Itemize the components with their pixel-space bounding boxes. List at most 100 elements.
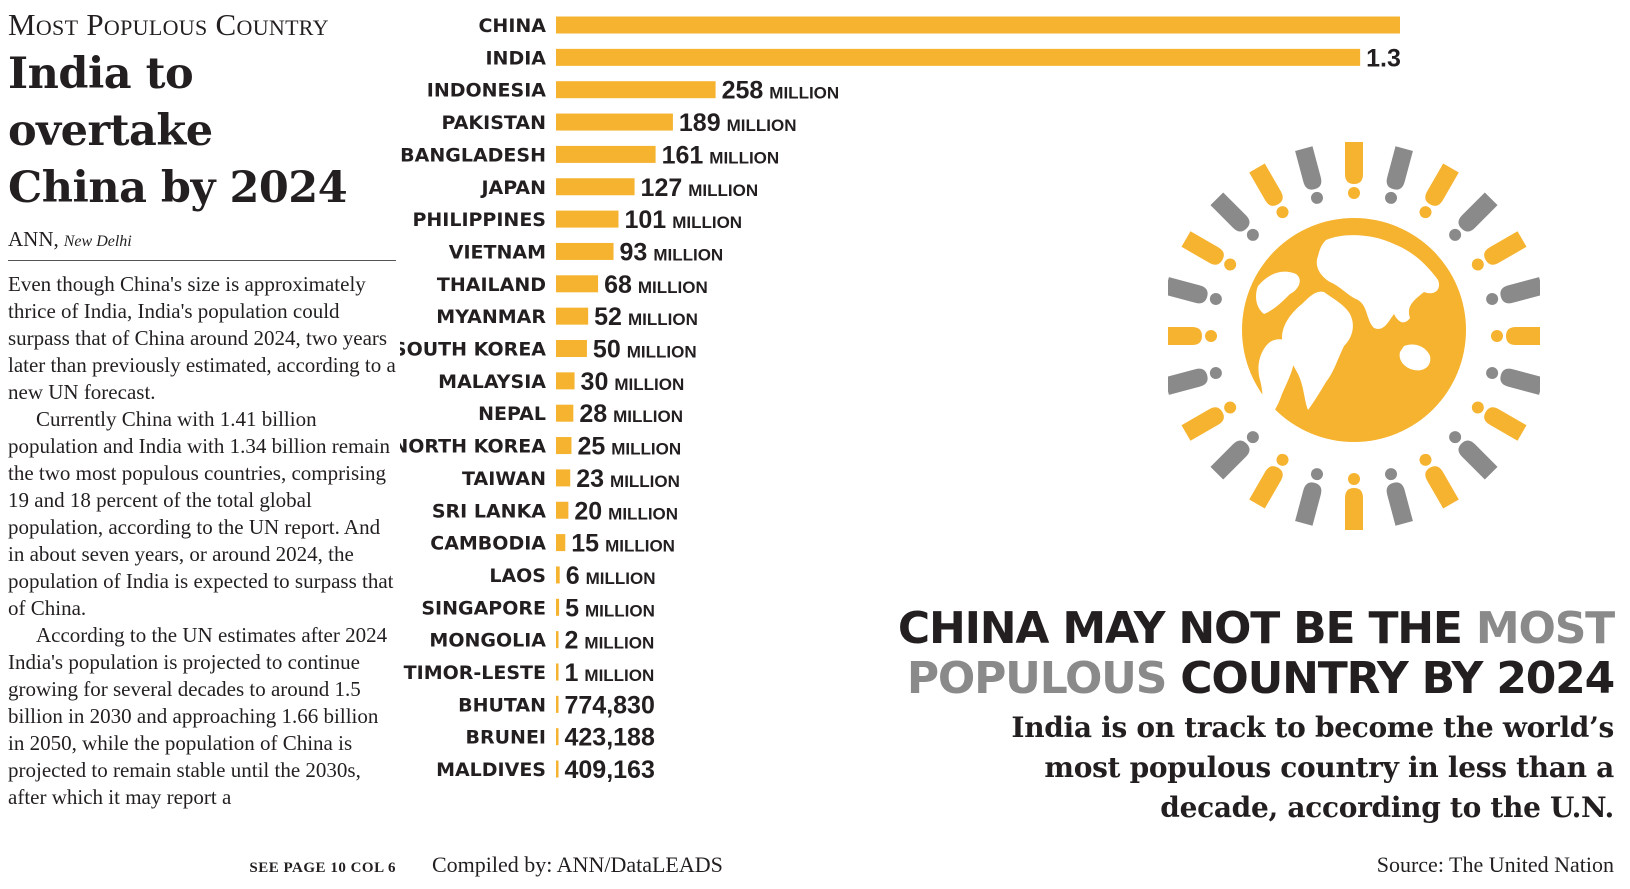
value-label-taiwan: 23 MILLION (576, 465, 680, 493)
value-label-maldives: 409,163 (565, 756, 655, 784)
bar-bhutan (556, 695, 559, 713)
category-label-myanmar: MYANMAR (436, 306, 546, 328)
value-label-philippines: 101 MILLION (624, 206, 742, 234)
bar-north-korea (556, 437, 572, 455)
person-icon (1419, 453, 1459, 509)
person-icon (1449, 431, 1498, 480)
bar-laos (556, 566, 560, 584)
people-ring (1168, 142, 1540, 530)
graphic-subhead: India is on track to become the world’s … (1011, 711, 1614, 824)
value-number-myanmar: 52 (594, 303, 622, 331)
bar-nepal (556, 404, 574, 422)
value-label-brunei: 423,188 (565, 724, 655, 752)
person-icon (1168, 277, 1222, 305)
value-number-mongolia: 2 (565, 627, 579, 655)
category-label-singapore: SINGAPORE (421, 597, 546, 619)
byline: ANN, New Delhi (8, 227, 396, 261)
value-unit-myanmar: MILLION (628, 310, 698, 329)
value-label-nepal: 28 MILLION (579, 400, 683, 428)
population-bar-chart: CHINA1.4BILLIONINDIA1.3BILLIONINDONESIA2… (400, 15, 1400, 784)
category-label-india: INDIA (485, 47, 546, 69)
value-number-indonesia: 258 (722, 77, 764, 105)
category-label-cambodia: CAMBODIA (430, 533, 546, 555)
value-number-singapore: 5 (565, 594, 579, 622)
value-number-laos: 6 (566, 562, 580, 590)
value-number-maldives: 409,163 (565, 756, 655, 784)
category-label-north-korea: NORTH KOREA (400, 436, 546, 458)
value-number-sri-lanka: 20 (574, 497, 602, 525)
value-unit-vietnam: MILLION (653, 245, 723, 264)
value-label-mongolia: 2 MILLION (565, 627, 655, 655)
value-label-pakistan: 189 MILLION (679, 109, 797, 137)
value-unit-north-korea: MILLION (611, 440, 681, 459)
value-number-north-korea: 25 (577, 433, 605, 461)
value-label-bangladesh: 161 MILLION (662, 141, 780, 169)
value-unit-laos: MILLION (586, 569, 656, 588)
continents (1256, 235, 1440, 420)
value-number-japan: 127 (641, 174, 683, 202)
category-label-japan: JAPAN (479, 177, 546, 199)
continent-eurasia (1316, 235, 1440, 329)
value-unit-sri-lanka: MILLION (608, 504, 678, 523)
person-icon (1449, 192, 1498, 241)
continuation-note: SEE PAGE 10 COL 6 (249, 860, 396, 876)
value-unit-south-korea: MILLION (627, 343, 697, 362)
bar-malaysia (556, 372, 575, 390)
value-label-bhutan: 774,830 (565, 691, 655, 719)
article-paragraph-2: Currently China with 1.41 billion popula… (8, 407, 394, 620)
person-icon (1249, 453, 1289, 509)
person-icon (1471, 401, 1527, 441)
bar-japan (556, 178, 635, 196)
value-unit-timor-leste: MILLION (584, 666, 654, 685)
graphic-headline: CHINA MAY NOT BE THE MOST POPULOUS COUNT… (894, 604, 1615, 704)
value-number-thailand: 68 (604, 271, 632, 299)
value-number-malaysia: 30 (581, 368, 609, 396)
bar-china (556, 16, 1400, 34)
value-number-cambodia: 15 (571, 530, 599, 558)
bar-india (556, 48, 1361, 66)
category-label-nepal: NEPAL (478, 403, 546, 425)
value-label-thailand: 68 MILLION (604, 271, 708, 299)
article-body: Even though China's size is approximatel… (8, 271, 396, 811)
bar-singapore (556, 598, 560, 616)
category-label-pakistan: PAKISTAN (442, 112, 546, 134)
value-number-south-korea: 50 (593, 336, 621, 364)
bar-brunei (556, 728, 559, 746)
person-icon (1491, 327, 1540, 345)
category-label-timor-leste: TIMOR-LESTE (404, 662, 546, 684)
value-number-brunei: 423,188 (565, 724, 655, 752)
value-label-laos: 6 MILLION (566, 562, 656, 590)
value-unit-mongolia: MILLION (584, 634, 654, 653)
value-number-timor-leste: 1 (565, 659, 579, 687)
value-unit-indonesia: MILLION (769, 84, 839, 103)
person-icon (1486, 277, 1540, 305)
continent-africa (1282, 291, 1353, 410)
value-number-vietnam: 93 (620, 238, 648, 266)
bar-pakistan (556, 113, 673, 131)
bar-sri-lanka (556, 501, 569, 519)
value-label-north-korea: 25 MILLION (577, 433, 681, 461)
continent-americas-south (1258, 339, 1295, 420)
value-label-sri-lanka: 20 MILLION (574, 497, 678, 525)
value-number-india: 1.3 (1366, 44, 1400, 72)
article-headline: India to overtake China by 2024 (8, 46, 396, 217)
bar-timor-leste (556, 663, 559, 681)
value-unit-malaysia: MILLION (614, 375, 684, 394)
bar-cambodia (556, 534, 566, 552)
bar-philippines (556, 210, 619, 228)
value-label-indonesia: 258 MILLION (722, 77, 840, 105)
person-icon (1345, 473, 1363, 530)
person-icon (1249, 163, 1289, 219)
value-label-singapore: 5 MILLION (565, 594, 655, 622)
person-icon (1385, 146, 1413, 204)
value-number-philippines: 101 (624, 206, 666, 234)
person-icon (1168, 367, 1222, 395)
bar-bangladesh (556, 145, 656, 163)
article-paragraph-1: Even though China's size is approximatel… (8, 272, 396, 404)
value-label-south-korea: 50 MILLION (593, 336, 697, 364)
category-label-south-korea: SOUTH KOREA (400, 339, 546, 361)
headline-line-2: China by 2024 (8, 163, 348, 213)
bar-south-korea (556, 340, 587, 357)
value-unit-thailand: MILLION (638, 278, 708, 297)
bar-maldives (556, 760, 559, 778)
